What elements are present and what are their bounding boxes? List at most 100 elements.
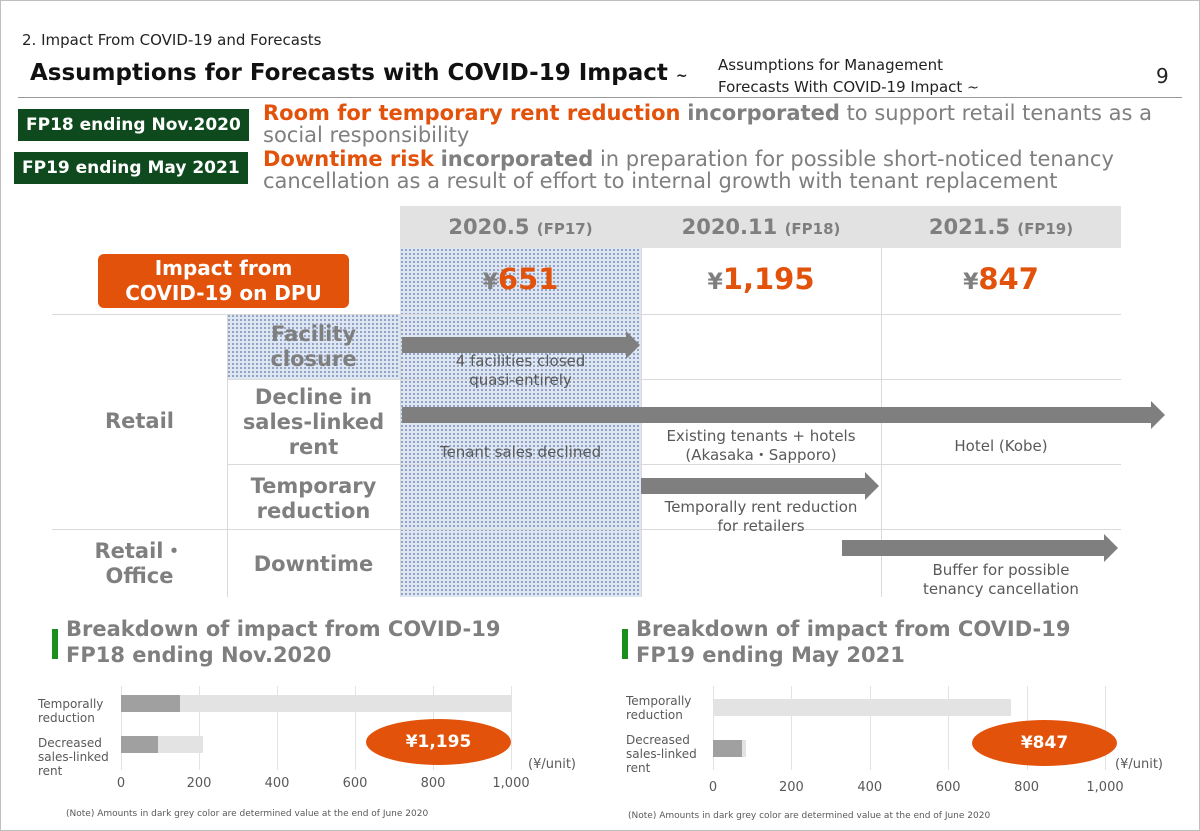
chart2-ylabel-temp: Temporally reduction xyxy=(626,694,691,722)
chart2-gridline xyxy=(948,686,950,770)
chart2-xtick-label: 200 xyxy=(778,780,804,795)
chart2-xtick-label: 1,000 xyxy=(1086,780,1124,795)
caption-temp-line1: Temporally rent reduction xyxy=(664,498,858,516)
title-divider xyxy=(18,97,1182,98)
breakdown-1-note: (Note) Amounts in dark grey color are de… xyxy=(66,809,429,819)
facility-line2: closure xyxy=(270,347,357,371)
fp-fp17: (FP17) xyxy=(536,220,593,238)
chart1-gridline xyxy=(511,686,512,770)
fp18-bold: incorporated xyxy=(687,101,840,125)
caption-existing-line1: Existing tenants + hotels xyxy=(666,427,856,445)
breakdown-2-total-oval: ¥847 xyxy=(972,720,1117,766)
chart1-bar-estimated-0 xyxy=(179,695,511,712)
breakdown-2-unit: (¥/unit) xyxy=(1115,757,1163,772)
fp-fp18: (FP18) xyxy=(784,220,841,238)
subtitle-line2: Forecasts With COVID-19 Impact xyxy=(718,78,963,96)
caption-facilities-closed: 4 facilities closed quasi-entirely xyxy=(400,352,641,390)
chart2-ylabel-dec-line2: sales-linked xyxy=(626,747,697,761)
decline-line1: Decline in xyxy=(254,385,373,409)
fp18-tag: FP18 ending Nov.2020 xyxy=(18,109,249,141)
chart1-gridline xyxy=(277,686,278,770)
chart2-gridline xyxy=(791,686,793,770)
caption-buffer-line2: tenancy cancellation xyxy=(923,580,1079,598)
yen-symbol: ¥ xyxy=(482,270,498,295)
breakdown-2-accent xyxy=(622,629,628,659)
chart2-bar-determined-1 xyxy=(713,740,743,757)
fp18-highlight: Room for temporary rent reduction xyxy=(263,101,681,125)
caption-temp-rent-reduction: Temporally rent reduction for retailers xyxy=(641,498,881,536)
chart1-ylabel-decreased: Decreased sales-linked rent xyxy=(38,736,109,778)
chart1-bar-estimated-1 xyxy=(158,736,203,753)
caption-facility-line1: 4 facilities closed xyxy=(455,352,586,370)
breakdown-2-title-line1: Breakdown of impact from COVID-19 xyxy=(636,617,1071,641)
chart1-gridline xyxy=(355,686,356,770)
fp19-rest: in preparation for possible short-notice… xyxy=(599,147,1114,171)
chart1-ylabel-temp-line2: reduction xyxy=(38,711,95,725)
yen-symbol: ¥ xyxy=(963,270,979,295)
temp-line1: Temporary xyxy=(250,474,377,498)
chart1-xtick-label: 1,000 xyxy=(492,776,530,791)
period-fp18: 2020.11 xyxy=(681,215,778,239)
row-label-decline-sales-linked: Decline in sales-linked rent xyxy=(227,385,400,460)
subtitle-line1: Assumptions for Management xyxy=(718,56,944,74)
row-divider xyxy=(227,464,1121,465)
chart1-gridline xyxy=(199,686,200,770)
fp19-tag: FP19 ending May 2021 xyxy=(14,152,248,184)
chart2-ylabel-temp-line1: Temporally xyxy=(626,694,692,708)
row-label-downtime: Downtime xyxy=(253,552,374,576)
fp19-bold: incorporated xyxy=(440,147,594,171)
decline-line3: rent xyxy=(288,435,339,459)
chart1-xtick-label: 800 xyxy=(420,776,446,791)
impact-label-line2: COVID-19 on DPU xyxy=(125,281,322,305)
temp-line2: reduction xyxy=(256,499,371,523)
column-divider xyxy=(227,314,228,597)
caption-buffer-line1: Buffer for possible xyxy=(932,561,1070,579)
breakdown-2-title: Breakdown of impact from COVID-19 FP19 e… xyxy=(636,616,1070,668)
title-text: Assumptions for Forecasts with COVID-19 … xyxy=(30,60,668,86)
chart2-xtick-label: 400 xyxy=(857,780,883,795)
tilde-right: ~ xyxy=(967,80,979,96)
section-label: 2. Impact From COVID-19 and Forecasts xyxy=(22,31,322,49)
dpu-value-fp18: ¥1,195 xyxy=(641,262,881,296)
chart2-xtick-label: 800 xyxy=(1014,780,1039,795)
chart1-xtick-label: 600 xyxy=(342,776,368,791)
breakdown-1-title: Breakdown of impact from COVID-19 FP18 e… xyxy=(66,616,500,668)
chart2-gridline xyxy=(1105,686,1106,770)
row-divider xyxy=(52,314,1121,315)
fp18-line2: social responsibility xyxy=(263,123,470,147)
chart1-ylabel-dec-line3: rent xyxy=(38,764,63,778)
chart1-xtick-label: 200 xyxy=(186,776,212,791)
dpu-fp18: 1,195 xyxy=(722,262,815,296)
facility-closure-shaded-cell xyxy=(227,314,400,379)
breakdown-2-title-line2: FP19 ending May 2021 xyxy=(636,643,905,667)
dpu-value-fp19: ¥847 xyxy=(881,262,1121,296)
fp19-note: Downtime risk incorporated in preparatio… xyxy=(263,148,1114,192)
chart2-xtick-label: 0 xyxy=(708,780,718,795)
chart1-bar-determined-0 xyxy=(121,695,180,712)
yen-symbol: ¥ xyxy=(707,270,723,295)
caption-buffer: Buffer for possible tenancy cancellation xyxy=(881,561,1121,599)
chart2-ylabel-dec-line1: Decreased xyxy=(626,733,690,747)
breakdown-1-unit: (¥/unit) xyxy=(528,757,576,772)
breakdown-2-note: (Note) Amounts in dark grey color are de… xyxy=(628,811,991,821)
chart2-ylabel-dec-line3: rent xyxy=(626,761,651,775)
chart1-ylabel-dec-line2: sales-linked xyxy=(38,750,109,764)
chart1-ylabel-temp: Temporally reduction xyxy=(38,697,103,725)
chart1-ylabel-temp-line1: Temporally xyxy=(38,697,104,711)
row-label-facility-closure: Facility closure xyxy=(227,322,400,372)
caption-facility-line2: quasi-entirely xyxy=(469,371,572,389)
column-divider xyxy=(400,314,401,597)
fp18-rest: to support retail tenants as a xyxy=(846,101,1153,125)
group-label-retail-office: Retail・ Office xyxy=(52,539,227,589)
chart2-ylabel-temp-line2: reduction xyxy=(626,708,683,722)
group-label-retail-office-line1: Retail・ xyxy=(94,539,185,563)
page-subtitle: Assumptions for Management Forecasts Wit… xyxy=(718,54,979,99)
group-label-retail: Retail xyxy=(104,409,175,433)
arrow-temporary-reduction xyxy=(641,472,879,500)
row-divider xyxy=(227,379,1121,380)
arrow-facility-closure xyxy=(402,331,640,359)
tilde-left: ~ xyxy=(675,68,688,84)
period-fp19: 2021.5 xyxy=(928,215,1010,239)
caption-existing-tenants: Existing tenants + hotels (Akasaka・Sappo… xyxy=(641,427,881,465)
fp-fp19: (FP19) xyxy=(1017,220,1074,238)
